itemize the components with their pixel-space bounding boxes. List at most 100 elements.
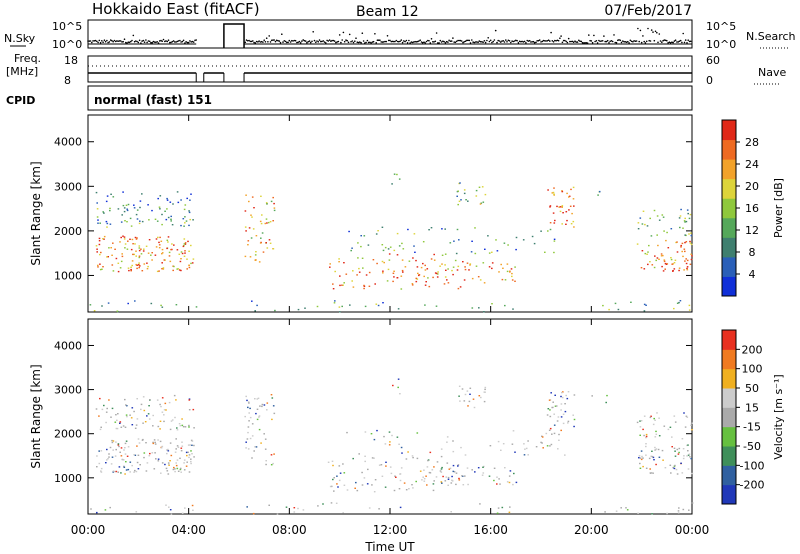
noise-point [125,41,127,44]
velocity-echo-cell [374,479,377,481]
noise-point [425,40,428,43]
velocity-echo-cell [453,471,456,473]
noise-point [98,39,101,42]
power-colorbar-segment [722,217,736,238]
power-echo-cell [343,262,345,264]
velocity-echo-cell [152,441,154,444]
velocity-echo-cell [643,434,645,437]
velocity-echo-cell [136,445,138,447]
velocity-echo-cell [136,461,139,464]
velocity-echo-cell [549,427,552,430]
power-echo-cell [175,304,178,306]
power-echo-cell [147,204,149,206]
noise-point [424,42,427,44]
power-echo-cell [392,272,395,274]
power-echo-cell [614,302,617,305]
noise-point [669,42,672,44]
power-echo-cell [184,204,187,206]
velocity-echo-cell [179,425,182,427]
velocity-echo-cell [661,449,664,452]
power-echo-cell [501,278,504,281]
velocity-echo-cell [553,413,555,415]
power-echo-cell [127,267,130,269]
noise-point [366,39,369,42]
power-echo-cell [188,264,190,267]
power-echo-cell [690,232,692,234]
velocity-echo-cell [174,468,176,470]
velocity-echo-cell [671,446,673,448]
velocity-echo-cell [566,397,569,400]
velocity-echo-cell [273,412,276,415]
power-echo-cell [163,259,166,261]
power-echo-cell [123,236,126,238]
velocity-echo-cell [676,448,679,451]
velocity-echo-cell [400,467,403,469]
velocity-echo-cell [187,451,189,453]
noise-point [262,41,264,43]
velocity-echo-cell [131,464,133,467]
velocity-echo-cell [180,447,183,449]
noise-point [257,41,259,43]
velocity-echo-cell [251,423,254,425]
velocity-echo-cell [508,475,511,477]
power-echo-cell [368,271,371,274]
velocity-echo-cell [100,467,103,470]
velocity-echo-cell [251,435,254,437]
power-echo-cell [467,200,469,202]
noise-point [678,40,681,42]
power-echo-cell [682,255,684,258]
power-echo-cell [161,252,164,254]
power-echo-cell [648,244,650,247]
noise-point [523,40,526,43]
power-echo-cell [515,248,517,251]
velocity-echo-cell [678,447,681,450]
power-echo-cell [96,216,99,218]
power-echo-cell [416,266,419,268]
velocity-echo-cell [110,463,113,465]
velocity-echo-cell [355,481,357,484]
power-echo-cell [549,228,552,231]
power-echo-cell [186,258,188,260]
power-echo-cell [568,195,571,197]
power-echo-cell [130,270,132,272]
power-echo-cell [124,247,126,249]
power-echo-cell [382,302,384,304]
noise-point [103,39,106,41]
noise-point [427,39,429,42]
velocity-y-tick-label: 1000 [54,472,82,485]
noise-point [140,42,142,44]
velocity-echo-cell [423,478,426,480]
velocity-echo-cell [137,438,140,440]
power-colorbar-segment [722,159,736,180]
noise-point [327,40,330,42]
noise-point [688,40,691,43]
velocity-echo-cell [541,436,544,438]
velocity-echo-cell [642,465,644,468]
power-echo-cell [427,277,429,279]
power-echo-cell [680,208,682,211]
noise-point [265,37,268,39]
power-echo-cell [660,255,663,257]
noise-point [659,40,662,42]
power-echo-cell [643,303,646,306]
velocity-echo-cell [564,410,567,413]
velocity-echo-cell [542,447,544,449]
noise-point [575,41,577,43]
noise-point [174,41,176,43]
velocity-echo-cell [649,472,652,474]
power-echo-cell [464,268,467,271]
power-echo-cell [112,270,115,272]
power-echo-cell [117,208,120,210]
velocity-echo-cell [364,455,366,457]
velocity-echo-cell [512,430,515,432]
velocity-echo-cell [188,398,191,400]
power-echo-cell [658,219,661,221]
power-echo-cell [116,310,119,312]
noise-point [533,41,536,44]
power-echo-cell [689,240,691,243]
velocity-echo-cell [639,434,641,436]
noise-point [398,40,400,43]
velocity-echo-cell [265,463,267,466]
power-echo-cell [127,203,130,206]
